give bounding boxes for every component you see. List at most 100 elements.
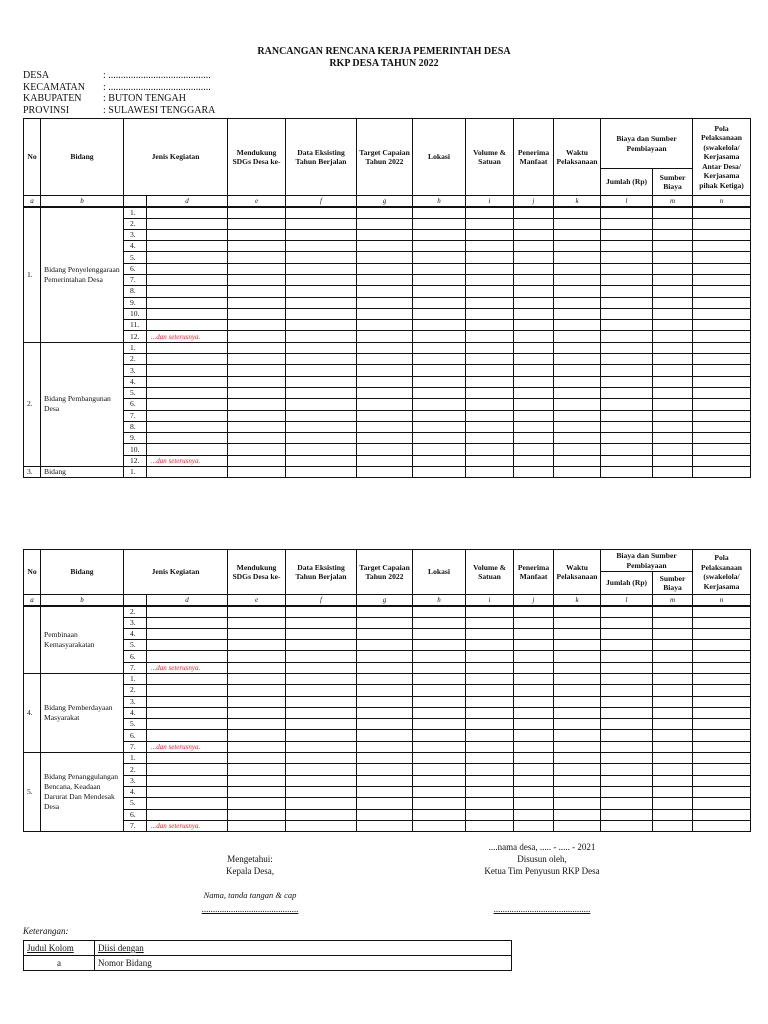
cell-f[interactable] <box>285 206 358 219</box>
cell-m[interactable] <box>652 420 694 434</box>
cell-n[interactable] <box>692 639 752 652</box>
cell-l[interactable] <box>600 454 654 468</box>
cell-k[interactable] <box>553 740 602 754</box>
cell-m[interactable] <box>652 319 694 332</box>
cell-l[interactable] <box>600 262 654 275</box>
cell-f[interactable] <box>285 353 358 366</box>
cell-j[interactable] <box>513 774 555 787</box>
cell-i[interactable] <box>465 398 515 411</box>
cell-m[interactable] <box>652 819 694 833</box>
cell-n[interactable] <box>692 341 752 355</box>
cell-e[interactable] <box>227 251 287 264</box>
cell-f[interactable] <box>285 330 358 343</box>
cell-k[interactable] <box>553 443 602 456</box>
cell-k[interactable] <box>553 228 602 242</box>
cell-n[interactable] <box>692 785 752 799</box>
cell-i[interactable] <box>465 228 515 242</box>
cell-f[interactable] <box>285 409 358 422</box>
cell-e[interactable] <box>227 774 287 787</box>
cell-i[interactable] <box>465 375 515 388</box>
cell-k[interactable] <box>553 650 602 663</box>
cell-f[interactable] <box>285 251 358 264</box>
cell-h[interactable] <box>412 819 467 833</box>
cell-i[interactable] <box>465 364 515 377</box>
cell-h[interactable] <box>412 319 467 332</box>
cell-i[interactable] <box>465 729 515 742</box>
cell-l[interactable] <box>600 228 654 242</box>
cell-k[interactable] <box>553 420 602 434</box>
cell-f[interactable] <box>285 386 358 400</box>
cell-j[interactable] <box>513 262 555 275</box>
cell-l[interactable] <box>600 729 654 742</box>
cell-h[interactable] <box>412 228 467 242</box>
cell-l[interactable] <box>600 819 654 833</box>
cell-g[interactable] <box>356 672 414 686</box>
cell-k[interactable] <box>553 684 602 697</box>
cell-m[interactable] <box>652 718 694 731</box>
cell-k[interactable] <box>553 353 602 366</box>
cell-h[interactable] <box>412 808 467 821</box>
cell-i[interactable] <box>465 251 515 264</box>
cell-e[interactable] <box>227 285 287 298</box>
cell-k[interactable] <box>553 273 602 287</box>
cell-n[interactable] <box>692 307 752 321</box>
cell-e[interactable] <box>227 616 287 629</box>
cell-l[interactable] <box>600 240 654 253</box>
cell-m[interactable] <box>652 273 694 287</box>
cell-k[interactable] <box>553 240 602 253</box>
cell-n[interactable] <box>692 386 752 400</box>
cell-g[interactable] <box>356 785 414 799</box>
cell-i[interactable] <box>465 774 515 787</box>
cell-l[interactable] <box>600 353 654 366</box>
cell-i[interactable] <box>465 763 515 776</box>
cell-e[interactable] <box>227 729 287 742</box>
cell-h[interactable] <box>412 672 467 686</box>
cell-l[interactable] <box>600 319 654 332</box>
cell-h[interactable] <box>412 262 467 275</box>
cell-f[interactable] <box>285 240 358 253</box>
cell-n[interactable] <box>692 228 752 242</box>
cell-h[interactable] <box>412 729 467 742</box>
cell-g[interactable] <box>356 443 414 456</box>
cell-l[interactable] <box>600 797 654 810</box>
cell-g[interactable] <box>356 386 414 400</box>
cell-j[interactable] <box>513 420 555 434</box>
cell-e[interactable] <box>227 785 287 799</box>
cell-k[interactable] <box>553 217 602 230</box>
cell-m[interactable] <box>652 330 694 343</box>
cell-n[interactable] <box>692 330 752 343</box>
cell-f[interactable] <box>285 432 358 445</box>
cell-j[interactable] <box>513 740 555 754</box>
cell-l[interactable] <box>600 420 654 434</box>
cell-m[interactable] <box>652 454 694 468</box>
cell-j[interactable] <box>513 706 555 720</box>
cell-k[interactable] <box>553 808 602 821</box>
cell-k[interactable] <box>553 672 602 686</box>
cell-l[interactable] <box>600 627 654 641</box>
cell-f[interactable] <box>285 616 358 629</box>
cell-e[interactable] <box>227 398 287 411</box>
cell-n[interactable] <box>692 273 752 287</box>
cell-i[interactable] <box>465 319 515 332</box>
cell-f[interactable] <box>285 684 358 697</box>
cell-g[interactable] <box>356 296 414 309</box>
cell-f[interactable] <box>285 466 358 479</box>
cell-j[interactable] <box>513 695 555 708</box>
cell-e[interactable] <box>227 375 287 388</box>
cell-f[interactable] <box>285 273 358 287</box>
cell-j[interactable] <box>513 330 555 343</box>
cell-i[interactable] <box>465 432 515 445</box>
cell-l[interactable] <box>600 661 654 674</box>
cell-k[interactable] <box>553 319 602 332</box>
cell-e[interactable] <box>227 684 287 697</box>
cell-l[interactable] <box>600 752 654 765</box>
cell-m[interactable] <box>652 217 694 230</box>
cell-k[interactable] <box>553 785 602 799</box>
cell-l[interactable] <box>600 785 654 799</box>
cell-e[interactable] <box>227 627 287 641</box>
cell-l[interactable] <box>600 650 654 663</box>
cell-h[interactable] <box>412 307 467 321</box>
cell-m[interactable] <box>652 639 694 652</box>
cell-i[interactable] <box>465 443 515 456</box>
cell-e[interactable] <box>227 661 287 674</box>
